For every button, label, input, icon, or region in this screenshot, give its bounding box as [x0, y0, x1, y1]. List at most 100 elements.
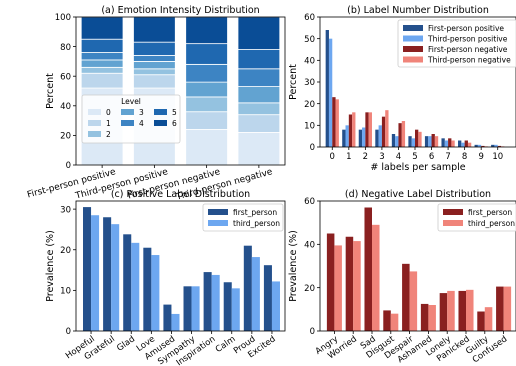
bar-segment: [133, 55, 176, 62]
bar: [434, 136, 439, 147]
x-tick-label: 3: [379, 152, 384, 162]
y-tick-label: 0: [66, 161, 71, 171]
bar: [103, 217, 112, 331]
panel-c: 0 10 20 30 Prevalence (%) (c) Positive Label …: [45, 189, 286, 366]
legend-label: First-person positive: [428, 24, 504, 33]
y-tick-label: 60: [304, 197, 315, 207]
bar: [474, 144, 478, 147]
bar: [381, 116, 386, 147]
y-tick-label: 50: [304, 35, 315, 45]
y-tick-label: 20: [60, 132, 71, 142]
y-tick-label: 30: [60, 205, 71, 215]
bar: [431, 134, 435, 147]
legend-swatch: [154, 120, 167, 126]
legend-swatch: [121, 120, 134, 126]
y-axis-label: Percent: [45, 73, 56, 109]
legend-swatch: [121, 109, 134, 115]
bar-segment: [237, 49, 281, 70]
legend-label: 1: [106, 119, 111, 128]
legend-label: first_person: [233, 208, 277, 217]
bar: [401, 121, 406, 147]
y-tick-label: 60: [60, 72, 71, 82]
bar-segment: [133, 16, 176, 43]
legend-swatch: [443, 209, 463, 215]
bar: [395, 136, 399, 147]
legend-label: Third-person positive: [427, 35, 508, 44]
y-tick-label: 60: [304, 13, 315, 23]
bar-segment: [185, 43, 228, 65]
x-axis-label: # labels per sample: [370, 162, 465, 173]
y-tick-label: 40: [60, 102, 71, 112]
y-tick-label: 10: [304, 122, 315, 132]
legend: first_person third_person: [437, 203, 516, 232]
y-tick-label: 40: [304, 241, 315, 251]
bar: [477, 311, 485, 331]
bar: [123, 234, 132, 331]
bar-segment: [237, 68, 281, 87]
bar-segment: [133, 74, 176, 89]
bar: [484, 307, 493, 331]
legend-swatch: [208, 209, 228, 215]
y-tick-label: 10: [60, 287, 71, 297]
bar: [391, 134, 396, 147]
bar-segment: [185, 63, 228, 83]
x-tick-label: 7: [445, 152, 450, 162]
bar: [424, 136, 429, 147]
legend-swatch: [443, 220, 463, 226]
legend: First-person positive Third-person positi…: [397, 19, 516, 68]
bar: [151, 255, 160, 331]
y-tick-label: 0: [66, 327, 71, 337]
bar: [481, 145, 485, 147]
x-tick-label: Glad: [115, 334, 137, 353]
plot-frame: [319, 16, 516, 148]
legend-label: First-person negative: [428, 45, 508, 54]
bar: [223, 282, 232, 331]
x-tick-label: 1: [346, 152, 351, 162]
legend-label: 3: [139, 108, 144, 117]
bar: [439, 293, 448, 331]
bar: [496, 286, 504, 331]
bar: [402, 263, 410, 331]
x-tick-label: 8: [462, 152, 467, 162]
x-tick-label: 2: [363, 152, 368, 162]
bar: [497, 145, 502, 147]
bar: [503, 286, 512, 331]
bar: [428, 136, 432, 147]
bar: [491, 144, 495, 147]
legend-box: [397, 19, 516, 68]
y-axis-label: Prevalence (%): [288, 230, 299, 302]
bar-segment: [237, 132, 281, 166]
bar: [390, 313, 399, 331]
y-tick-label: 20: [60, 246, 71, 256]
chart-title: (b) Label Number Distribution: [347, 5, 489, 16]
bar: [342, 129, 346, 147]
bar-segment: [185, 111, 228, 130]
bar-segment: [133, 41, 176, 56]
bar-segment: [185, 81, 228, 98]
bar: [263, 265, 272, 331]
legend-label: third_person: [233, 219, 280, 228]
y-axis-label: Percent: [288, 64, 299, 100]
legend-label: 2: [106, 130, 111, 139]
bar: [378, 125, 382, 147]
bar: [345, 125, 349, 147]
bar: [325, 30, 329, 147]
bar: [332, 97, 336, 147]
plot-frame: [319, 200, 516, 332]
bar: [418, 131, 422, 147]
bar: [231, 288, 240, 331]
legend-swatch: [403, 25, 423, 31]
bar: [409, 271, 418, 331]
bar: [203, 272, 212, 331]
bar: [131, 242, 140, 331]
legend-label: 5: [172, 108, 177, 117]
y-tick-label: 80: [60, 43, 71, 53]
bar-segment: [185, 96, 228, 113]
legend-label: first_person: [468, 208, 512, 217]
bar: [362, 127, 366, 147]
plot-frame: [75, 16, 286, 166]
legend-swatch: [403, 46, 423, 52]
